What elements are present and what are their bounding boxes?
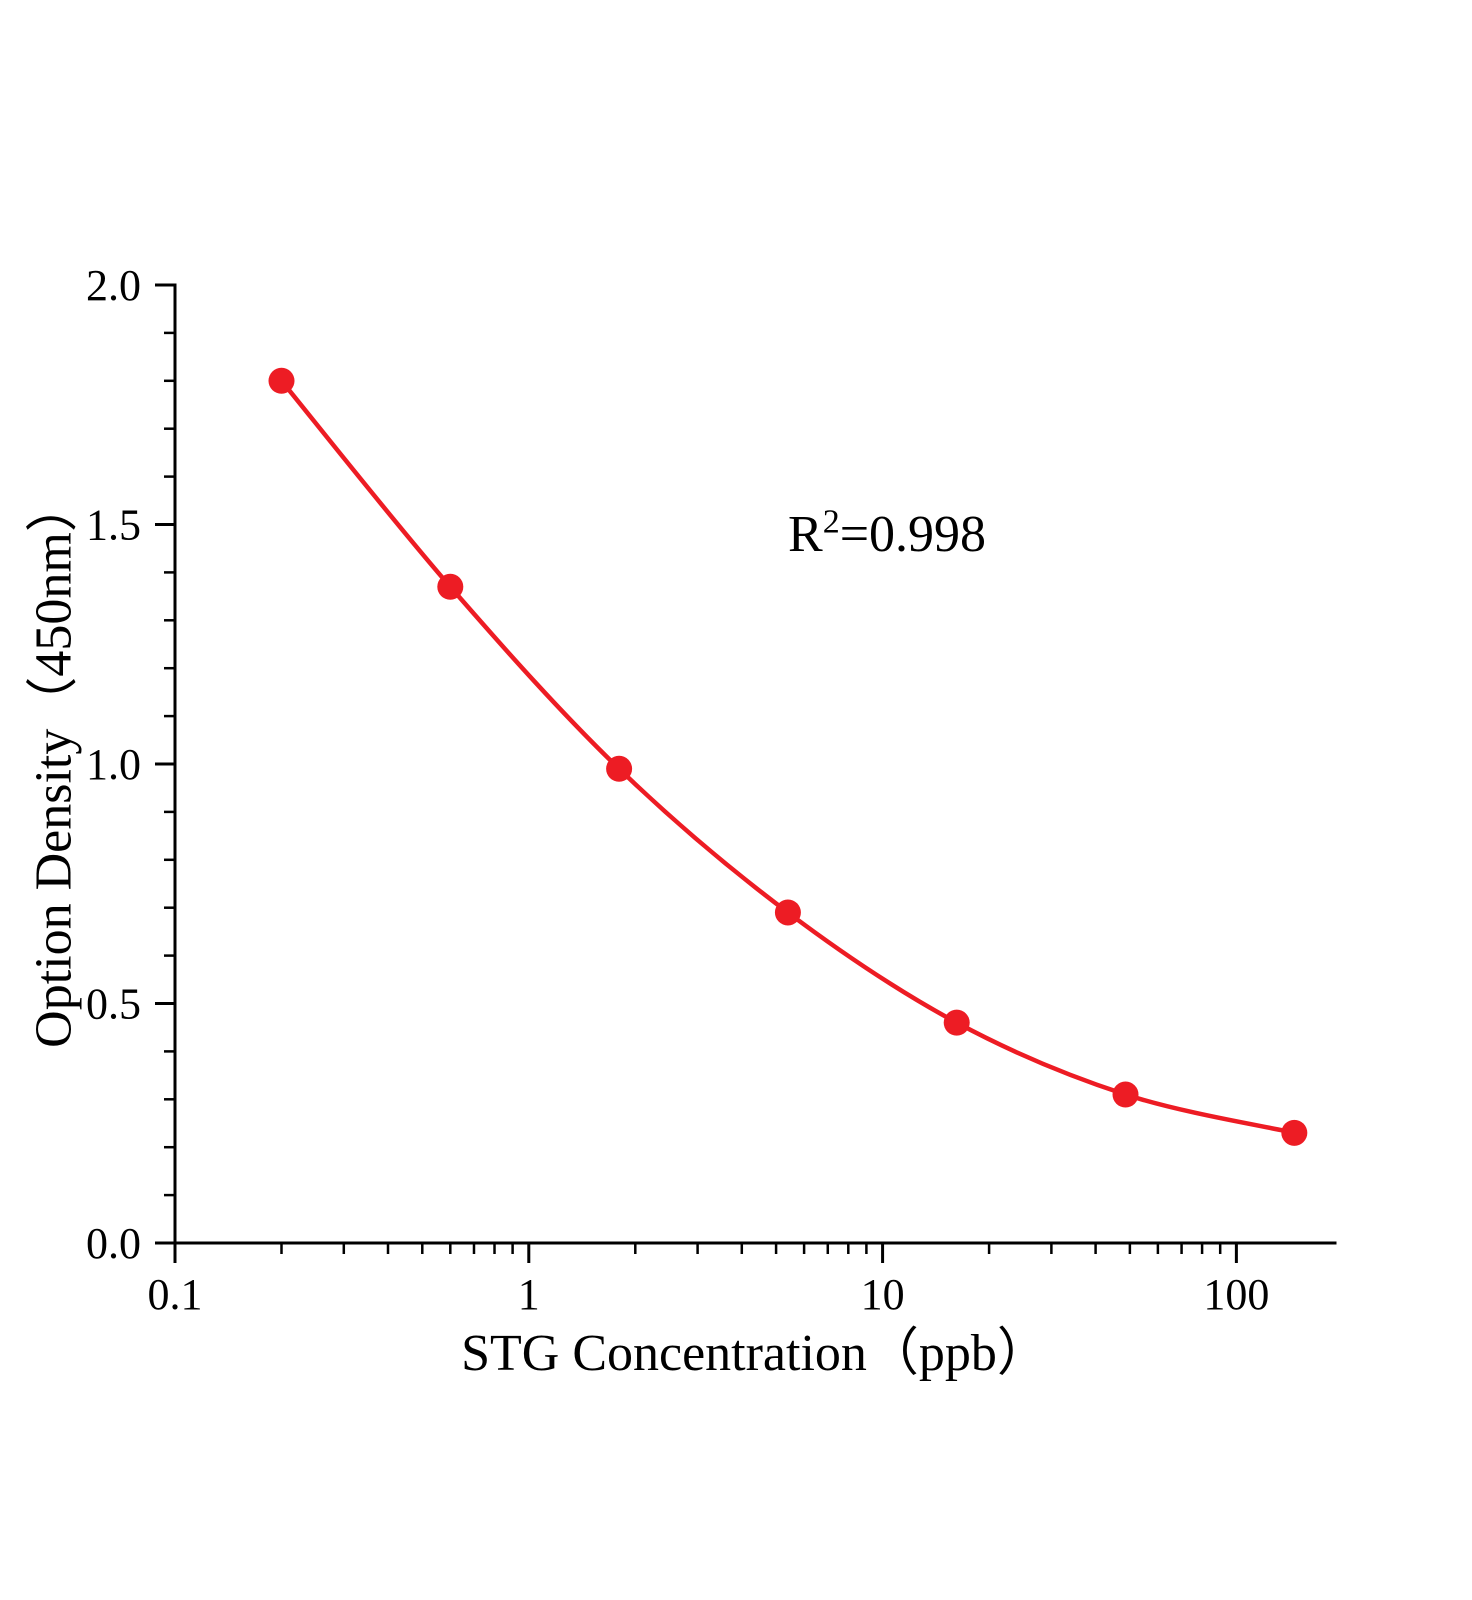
fit-curve	[279, 379, 1295, 1136]
x-tick-label: 10	[861, 1270, 905, 1319]
r-squared-base: R	[788, 506, 823, 563]
y-tick-label: 0.0	[86, 1219, 141, 1268]
y-tick-label: 1.5	[86, 501, 141, 550]
data-point	[1112, 1081, 1139, 1108]
r-squared-sup: 2	[822, 503, 840, 541]
x-axis-title: STG Concentration（ppb）	[461, 1325, 1049, 1382]
y-tick-label: 0.5	[86, 980, 141, 1029]
y-axis-title: Option Density（450nm）	[25, 480, 83, 1048]
y-tick-label: 1.0	[86, 740, 141, 789]
y-tick-label: 2.0	[86, 261, 141, 310]
r-squared-annotation: R2=0.998	[788, 505, 986, 564]
axis-lines	[173, 283, 1337, 1245]
data-point	[943, 1009, 970, 1036]
r-squared-value: =0.998	[839, 506, 987, 563]
data-point	[774, 899, 801, 926]
x-tick-label: 0.1	[148, 1270, 203, 1319]
data-point	[437, 573, 464, 600]
x-tick-label: 100	[1203, 1270, 1269, 1319]
x-tick-label: 1	[518, 1270, 540, 1319]
data-point	[606, 755, 633, 782]
data-point	[268, 367, 295, 394]
data-point	[1281, 1119, 1308, 1146]
